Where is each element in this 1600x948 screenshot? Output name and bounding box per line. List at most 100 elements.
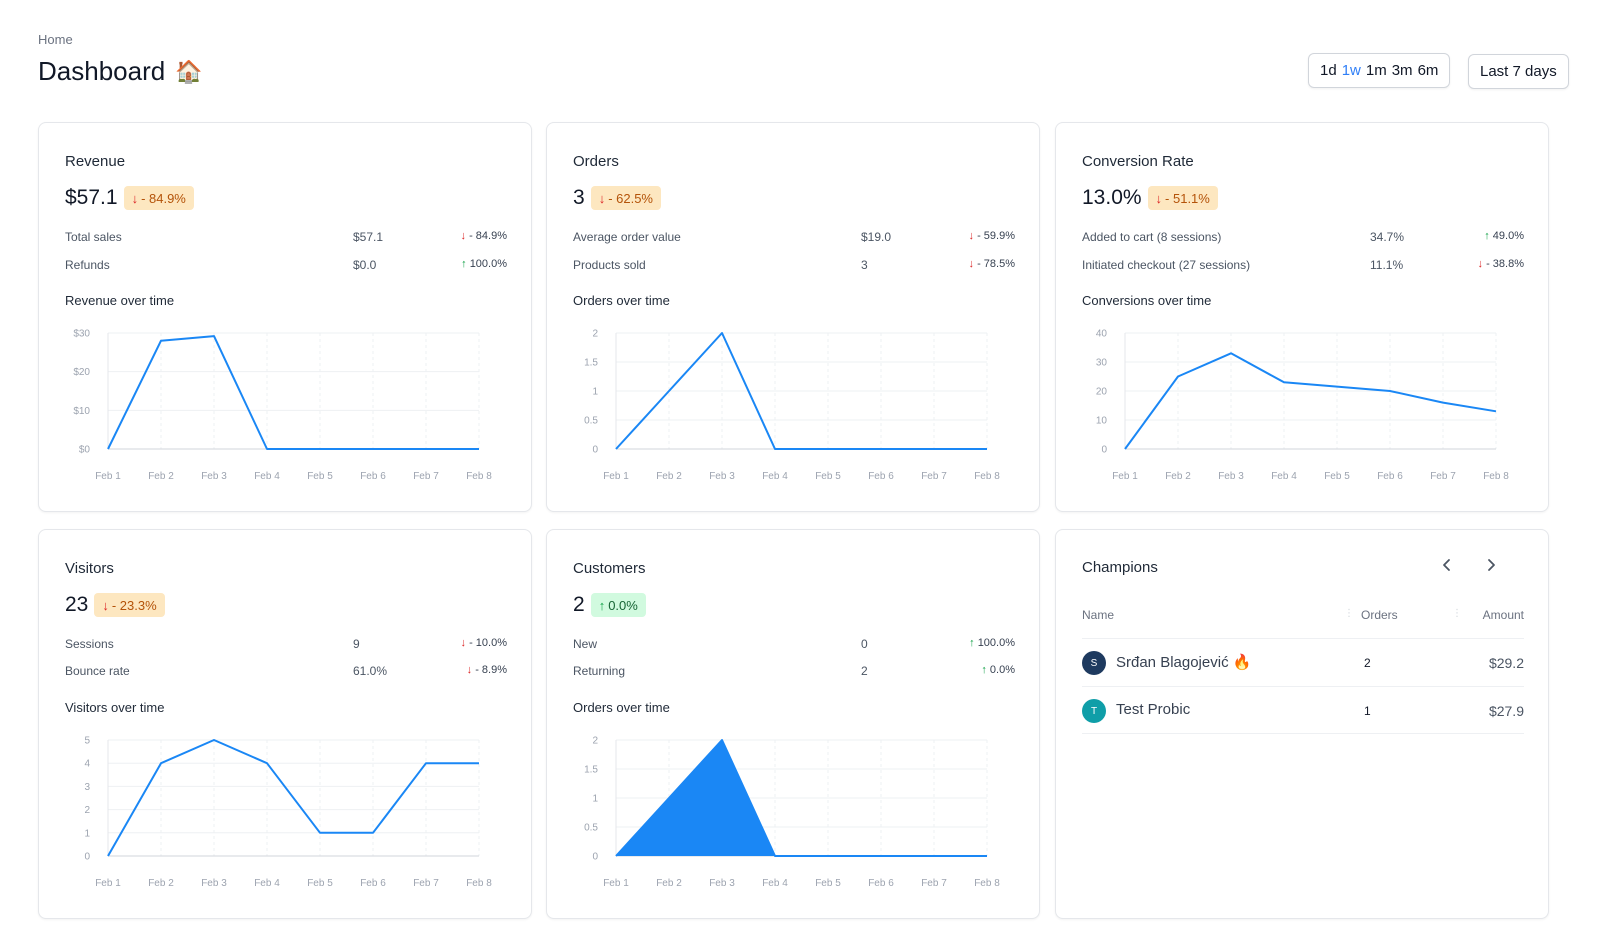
metric-value: 11.1% bbox=[1370, 258, 1404, 272]
metric-value: $57.1 bbox=[353, 230, 384, 244]
metric-row: Added to cart (8 sessions) 34.7% ↑ 49.0% bbox=[1082, 230, 1524, 250]
x-tick-label: Feb 2 bbox=[148, 471, 174, 482]
card-summary: $57.1 ↓ - 84.9% bbox=[65, 186, 194, 210]
range-1m[interactable]: 1m bbox=[1365, 62, 1387, 79]
y-tick-label: 3 bbox=[84, 782, 90, 793]
card-value: 3 bbox=[573, 186, 585, 209]
y-tick-label: 2 bbox=[84, 805, 90, 816]
metric-label: Bounce rate bbox=[65, 664, 130, 678]
y-tick-label: 1.5 bbox=[584, 765, 598, 776]
x-tick-label: Feb 2 bbox=[1165, 471, 1191, 482]
metric-row: Bounce rate 61.0% ↓ - 8.9% bbox=[65, 664, 507, 684]
x-tick-label: Feb 5 bbox=[815, 471, 841, 482]
chevron-left-icon[interactable] bbox=[1436, 554, 1458, 576]
x-tick-label: Feb 6 bbox=[868, 471, 894, 482]
x-tick-label: Feb 4 bbox=[762, 471, 788, 482]
column-header-orders[interactable]: Orders bbox=[1361, 608, 1398, 622]
y-tick-label: 0.5 bbox=[584, 823, 598, 834]
x-tick-label: Feb 4 bbox=[1271, 471, 1297, 482]
column-resize-icon[interactable]: ⋮ bbox=[1452, 608, 1462, 619]
table-row[interactable]: T Test Probic 1 $27.9 bbox=[1082, 686, 1524, 734]
metric-delta-text: - 84.9% bbox=[469, 230, 507, 242]
card-summary: 13.0% ↓ - 51.1% bbox=[1082, 186, 1218, 210]
delta-badge: ↓ - 62.5% bbox=[590, 186, 661, 210]
x-tick-label: Feb 4 bbox=[254, 471, 280, 482]
x-tick-label: Feb 1 bbox=[95, 471, 121, 482]
column-resize-icon[interactable]: ⋮ bbox=[1344, 608, 1354, 619]
visitors-card: Visitors 23 ↓ - 23.3% Sessions 9 ↓ - 10.… bbox=[38, 529, 532, 919]
table-row[interactable]: S Srđan Blagojević 🔥 2 $29.2 bbox=[1082, 638, 1524, 686]
column-header-amount[interactable]: Amount bbox=[1482, 608, 1524, 622]
metric-delta-text: - 59.9% bbox=[977, 230, 1015, 242]
metric-delta: ↓ - 78.5% bbox=[969, 258, 1015, 270]
x-tick-label: Feb 2 bbox=[656, 471, 682, 482]
delta-text: - 62.5% bbox=[608, 190, 653, 206]
y-tick-label: 40 bbox=[1096, 329, 1108, 340]
series-line bbox=[107, 335, 479, 450]
card-title: Orders bbox=[573, 153, 619, 170]
metric-label: Average order value bbox=[573, 230, 681, 244]
card-title: Customers bbox=[573, 560, 646, 577]
x-tick-label: Feb 3 bbox=[1218, 471, 1244, 482]
card-value: 13.0% bbox=[1082, 186, 1142, 209]
champion-amount: $29.2 bbox=[1488, 655, 1524, 671]
customers-card: Customers 2 ↑ 0.0% New 0 ↑ 100.0% Return… bbox=[546, 529, 1040, 919]
x-tick-label: Feb 6 bbox=[360, 878, 386, 889]
x-tick-label: Feb 5 bbox=[1324, 471, 1350, 482]
y-tick-label: 5 bbox=[84, 736, 90, 747]
range-1w[interactable]: 1w bbox=[1341, 62, 1361, 79]
arrow-down-icon: ↓ bbox=[131, 190, 139, 206]
time-range-selector: 1d 1w 1m 3m 6m bbox=[1308, 53, 1451, 88]
metric-delta-text: - 8.9% bbox=[475, 664, 507, 676]
metric-value: 34.7% bbox=[1370, 230, 1405, 244]
x-tick-label: Feb 1 bbox=[603, 471, 629, 482]
metric-delta: ↑ 49.0% bbox=[1484, 230, 1524, 242]
series-line bbox=[615, 332, 987, 450]
card-summary: 2 ↑ 0.0% bbox=[573, 593, 646, 617]
metric-value: 61.0% bbox=[353, 664, 388, 678]
range-6m[interactable]: 6m bbox=[1417, 62, 1439, 79]
y-tick-label: $0 bbox=[79, 445, 91, 456]
x-tick-label: Feb 3 bbox=[709, 878, 735, 889]
x-tick-label: Feb 8 bbox=[974, 471, 1000, 482]
y-tick-label: $10 bbox=[73, 406, 90, 417]
x-tick-label: Feb 6 bbox=[868, 878, 894, 889]
metric-row: Refunds $0.0 ↑ 100.0% bbox=[65, 258, 507, 278]
orders-chart: 0 0.5 1 1.5 2 Feb 1 Feb 2 Feb 3 Feb 4 Feb 5 Feb 6 F… bbox=[584, 329, 1000, 483]
metric-delta-text: 100.0% bbox=[469, 258, 507, 270]
column-header-name[interactable]: Name bbox=[1082, 608, 1115, 622]
arrow-up-icon: ↑ bbox=[969, 637, 975, 649]
delta-text: - 84.9% bbox=[141, 190, 186, 206]
metric-delta: ↑ 100.0% bbox=[969, 637, 1015, 649]
champion-orders: 2 bbox=[1364, 656, 1371, 670]
card-title: Visitors bbox=[65, 560, 114, 577]
delta-text: - 51.1% bbox=[1165, 190, 1210, 206]
breadcrumb[interactable]: Home bbox=[38, 32, 73, 47]
x-tick-label: Feb 3 bbox=[201, 878, 227, 889]
metric-row: New 0 ↑ 100.0% bbox=[573, 637, 1015, 657]
avatar: S bbox=[1082, 651, 1106, 675]
arrow-down-icon: ↓ bbox=[466, 664, 473, 676]
x-tick-label: Feb 5 bbox=[307, 878, 333, 889]
y-tick-label: 10 bbox=[1096, 416, 1108, 427]
range-3m[interactable]: 3m bbox=[1391, 62, 1413, 79]
metric-label: Added to cart (8 sessions) bbox=[1082, 230, 1222, 244]
metric-value: 2 bbox=[861, 664, 868, 678]
range-1d[interactable]: 1d bbox=[1320, 62, 1337, 79]
y-tick-label: 1 bbox=[592, 387, 598, 398]
period-dropdown-button[interactable]: Last 7 days bbox=[1468, 54, 1569, 89]
x-tick-label: Feb 8 bbox=[466, 471, 492, 482]
delta-badge: ↓ - 84.9% bbox=[123, 186, 194, 210]
chart-title: Revenue over time bbox=[65, 293, 175, 308]
arrow-up-icon: ↑ bbox=[1484, 230, 1490, 242]
chart-title: Visitors over time bbox=[65, 700, 165, 715]
arrow-down-icon: ↓ bbox=[968, 258, 975, 270]
x-tick-label: Feb 7 bbox=[1430, 471, 1456, 482]
metric-row: Total sales $57.1 ↓ - 84.9% bbox=[65, 230, 507, 250]
metric-value: 3 bbox=[861, 258, 868, 272]
chevron-right-icon[interactable] bbox=[1480, 554, 1502, 576]
card-title: Revenue bbox=[65, 153, 126, 170]
y-tick-label: 30 bbox=[1096, 358, 1108, 369]
chart-title: Orders over time bbox=[573, 700, 670, 715]
x-tick-label: Feb 3 bbox=[201, 471, 227, 482]
